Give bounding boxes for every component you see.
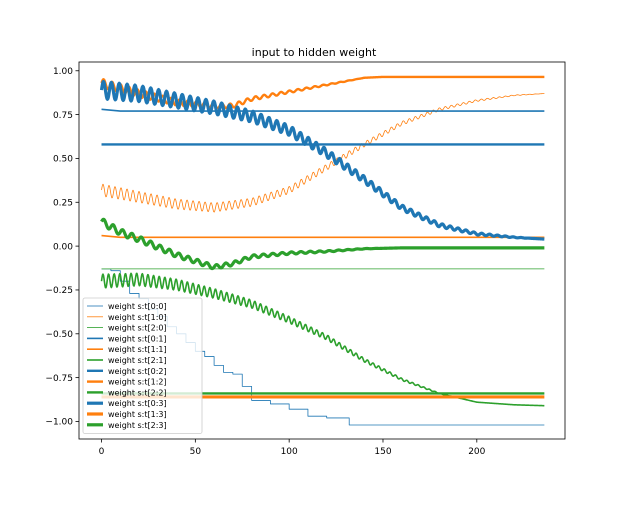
legend-label: weight s:t[0:0] — [108, 302, 167, 311]
y-tick-label: 0.25 — [53, 198, 73, 208]
legend-label: weight s:t[0:1] — [108, 334, 167, 343]
series-line-9 — [99, 79, 546, 241]
x-axis: 0 50 100 150 200 — [99, 439, 486, 457]
y-tick-label: 0.50 — [53, 155, 73, 165]
x-tick-label: 200 — [468, 447, 485, 457]
legend-label: weight s:t[2:3] — [108, 421, 167, 430]
series-line-11 — [100, 217, 546, 271]
x-tick-label: 150 — [374, 447, 391, 457]
series-line-0 — [101, 268, 545, 426]
legend-label: weight s:t[1:1] — [108, 345, 167, 354]
y-tick-label: −1.00 — [45, 418, 73, 428]
y-axis: −1.00 −0.75 −0.50 −0.25 0.00 0.25 0.50 0.75 1.00 — [45, 67, 79, 428]
y-tick-label: 0.75 — [53, 111, 73, 121]
y-tick-label: −0.75 — [45, 374, 73, 384]
legend-label: weight s:t[0:2] — [108, 367, 167, 376]
legend-label: weight s:t[1:0] — [108, 313, 167, 322]
x-tick-label: 50 — [190, 447, 202, 457]
y-tick-label: 0.00 — [53, 242, 73, 252]
legend-label: weight s:t[2:0] — [108, 324, 167, 333]
y-tick-label: 1.00 — [53, 67, 73, 77]
legend-label: weight s:t[2:1] — [108, 356, 167, 365]
legend: weight s:t[0:0] weight s:t[1:0] weight s:t… — [82, 297, 203, 435]
x-tick-label: 0 — [99, 447, 105, 457]
legend-label: weight s:t[2:2] — [108, 388, 167, 397]
series-line-3 — [101, 108, 545, 112]
y-tick-label: −0.50 — [45, 330, 73, 340]
legend-box — [82, 297, 203, 435]
x-tick-label: 100 — [281, 447, 298, 457]
series-line-7 — [100, 75, 546, 110]
chart-title: input to hidden weight — [252, 46, 377, 59]
axes-border — [78, 61, 566, 440]
series-line-5 — [100, 272, 545, 407]
y-tick-label: −0.25 — [45, 286, 73, 296]
legend-label: weight s:t[1:2] — [108, 378, 167, 387]
axes-frame — [78, 61, 566, 440]
legend-label: weight s:t[0:3] — [108, 399, 167, 408]
series-line-1 — [101, 93, 545, 213]
legend-label: weight s:t[1:3] — [108, 410, 167, 419]
series-line-4 — [101, 234, 545, 239]
